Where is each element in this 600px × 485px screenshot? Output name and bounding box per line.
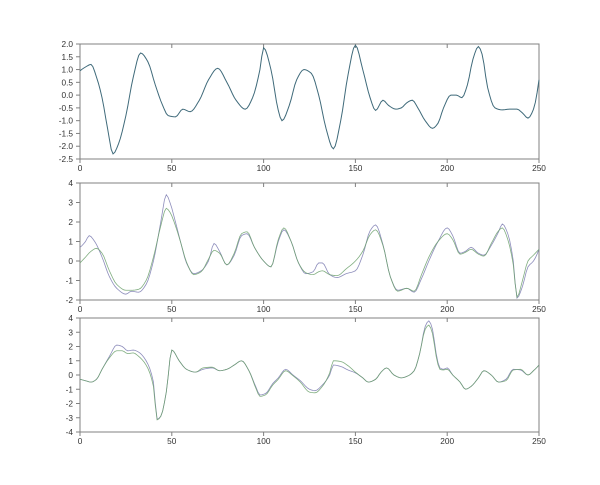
svg-text:4: 4 [68, 313, 73, 323]
svg-text:1: 1 [68, 237, 73, 247]
svg-text:150: 150 [348, 436, 362, 446]
svg-text:250: 250 [532, 304, 546, 314]
svg-text:-1.5: -1.5 [59, 128, 74, 138]
svg-text:0: 0 [78, 436, 83, 446]
svg-text:2: 2 [68, 217, 73, 227]
svg-text:1.0: 1.0 [61, 65, 73, 75]
svg-text:-2.5: -2.5 [59, 154, 74, 164]
svg-text:150: 150 [348, 163, 362, 173]
svg-text:0: 0 [68, 370, 73, 380]
svg-text:1: 1 [68, 356, 73, 366]
svg-text:2: 2 [68, 342, 73, 352]
svg-text:0: 0 [68, 256, 73, 266]
svg-text:3: 3 [68, 198, 73, 208]
svg-text:0: 0 [78, 304, 83, 314]
svg-text:-1: -1 [66, 276, 74, 286]
svg-text:100: 100 [257, 436, 271, 446]
svg-text:-1: -1 [66, 384, 74, 394]
svg-text:50: 50 [167, 436, 177, 446]
svg-text:200: 200 [440, 304, 454, 314]
svg-text:-2: -2 [66, 295, 74, 305]
svg-text:0.5: 0.5 [61, 77, 73, 87]
svg-text:1.5: 1.5 [61, 52, 73, 62]
svg-text:0: 0 [78, 163, 83, 173]
svg-text:250: 250 [532, 163, 546, 173]
svg-text:250: 250 [532, 436, 546, 446]
svg-text:3: 3 [68, 327, 73, 337]
svg-text:-2: -2 [66, 399, 74, 409]
svg-text:-2.0: -2.0 [59, 141, 74, 151]
svg-text:50: 50 [167, 163, 177, 173]
svg-text:2.0: 2.0 [61, 39, 73, 49]
svg-text:4: 4 [68, 178, 73, 188]
svg-text:100: 100 [257, 304, 271, 314]
svg-text:150: 150 [348, 304, 362, 314]
svg-text:-4: -4 [66, 427, 74, 437]
svg-text:50: 50 [167, 304, 177, 314]
svg-text:-3: -3 [66, 413, 74, 423]
svg-text:200: 200 [440, 436, 454, 446]
svg-text:200: 200 [440, 163, 454, 173]
svg-text:0.0: 0.0 [61, 90, 73, 100]
svg-text:-1.0: -1.0 [59, 116, 74, 126]
svg-text:100: 100 [257, 163, 271, 173]
svg-text:-0.5: -0.5 [59, 103, 74, 113]
